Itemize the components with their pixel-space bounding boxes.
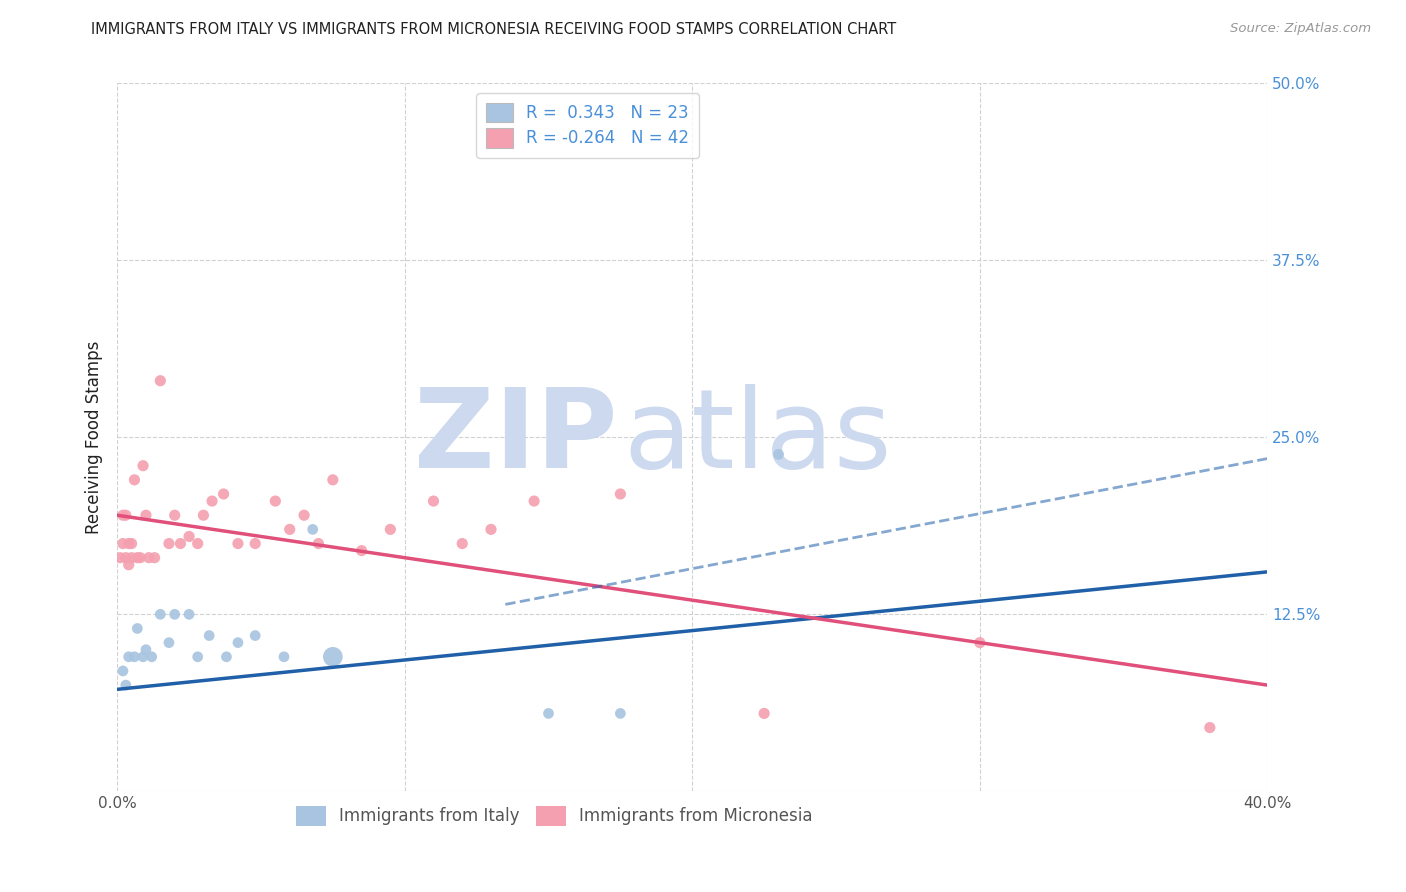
Text: atlas: atlas (623, 384, 891, 491)
Point (187, 649, 209, 664)
Point (537, 706, 560, 721)
Point (768, 447, 790, 461)
Point (169, 536, 191, 550)
Point (121, 536, 143, 550)
Point (114, 550, 136, 565)
Point (111, 508, 134, 523)
Point (193, 508, 215, 523)
Point (609, 706, 631, 721)
Point (157, 536, 180, 550)
Point (177, 529, 200, 543)
Point (132, 649, 155, 664)
Point (129, 550, 152, 565)
Point (135, 642, 157, 657)
Point (111, 664, 134, 678)
Point (124, 649, 146, 664)
Point (201, 494, 224, 508)
Point (124, 473, 146, 487)
Point (322, 473, 344, 487)
Point (322, 649, 344, 664)
Point (380, 522, 402, 536)
Y-axis label: Receiving Food Stamps: Receiving Food Stamps (86, 341, 103, 534)
Point (111, 536, 134, 550)
Point (141, 649, 163, 664)
Point (143, 550, 166, 565)
Point (245, 536, 267, 550)
Point (149, 607, 172, 622)
Text: ZIP: ZIP (415, 384, 617, 491)
Point (163, 607, 186, 622)
Point (350, 543, 373, 558)
Point (301, 522, 323, 536)
Point (451, 536, 474, 550)
Point (292, 508, 315, 523)
Point (118, 649, 141, 664)
Point (114, 678, 136, 692)
Point (198, 629, 221, 643)
Point (479, 522, 502, 536)
Point (215, 649, 238, 664)
Point (187, 536, 209, 550)
Point (609, 487, 631, 501)
Point (135, 508, 157, 523)
Point (226, 635, 249, 649)
Text: Source: ZipAtlas.com: Source: ZipAtlas.com (1230, 22, 1371, 36)
Point (163, 508, 186, 523)
Point (121, 550, 143, 565)
Point (149, 374, 172, 388)
Point (157, 635, 180, 649)
Point (127, 550, 149, 565)
Point (114, 508, 136, 523)
Point (108, 550, 131, 565)
Point (278, 522, 301, 536)
Point (212, 487, 235, 501)
Point (226, 536, 249, 550)
Point (422, 494, 444, 508)
Point (118, 558, 141, 572)
Point (127, 622, 149, 636)
Point (177, 607, 200, 622)
Point (273, 649, 295, 664)
Point (132, 458, 155, 473)
Point (138, 550, 160, 565)
Point (308, 536, 330, 550)
Point (245, 629, 267, 643)
Point (523, 494, 546, 508)
Text: IMMIGRANTS FROM ITALY VS IMMIGRANTS FROM MICRONESIA RECEIVING FOOD STAMPS CORREL: IMMIGRANTS FROM ITALY VS IMMIGRANTS FROM… (91, 22, 897, 37)
Point (118, 536, 141, 550)
Point (1198, 721, 1220, 735)
Point (969, 635, 991, 649)
Legend: Immigrants from Italy, Immigrants from Micronesia: Immigrants from Italy, Immigrants from M… (287, 798, 821, 834)
Point (264, 494, 287, 508)
Point (752, 706, 775, 721)
